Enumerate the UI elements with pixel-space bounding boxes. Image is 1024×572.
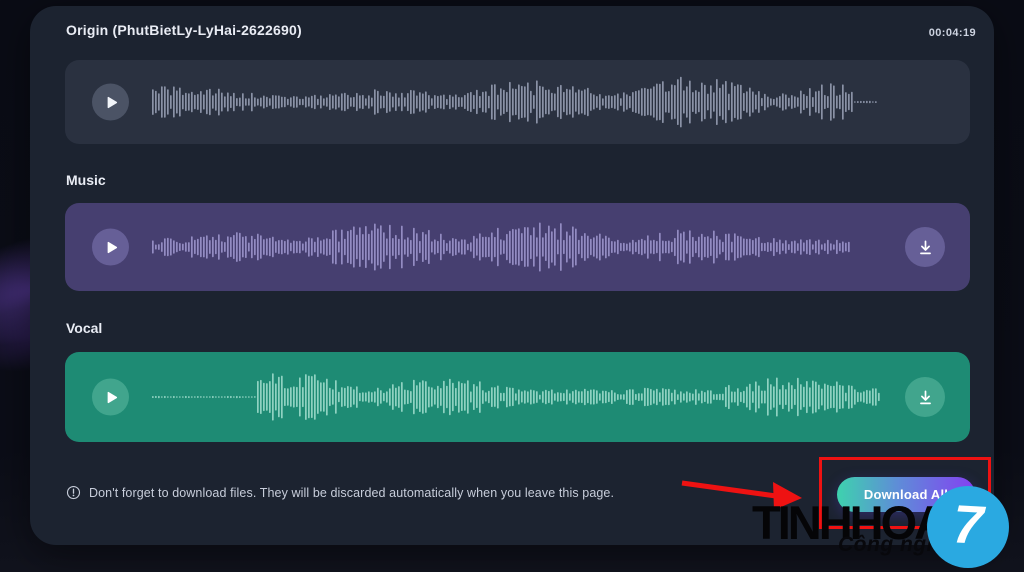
play-music-button[interactable]: [92, 228, 129, 266]
info-icon: [66, 485, 81, 500]
download-icon: [919, 389, 931, 404]
download-all-button[interactable]: Download All: [837, 477, 975, 512]
download-reminder-note: Don't forget to download files. They wil…: [66, 485, 614, 500]
play-icon: [107, 241, 117, 253]
download-vocal-button[interactable]: [905, 377, 945, 417]
play-vocal-button[interactable]: [92, 378, 129, 416]
music-track-row: [65, 203, 970, 291]
download-music-button[interactable]: [905, 227, 945, 267]
music-track-label: Music: [66, 172, 106, 188]
music-waveform[interactable]: [152, 221, 852, 273]
play-origin-button[interactable]: [92, 83, 129, 121]
vocal-waveform[interactable]: [152, 371, 882, 423]
play-icon: [107, 391, 117, 403]
results-card: Origin (PhutBietLy-LyHai-2622690) 00:04:…: [30, 6, 994, 545]
duration-label: 00:04:19: [928, 27, 976, 39]
origin-track-row: [65, 60, 970, 144]
download-reminder-text: Don't forget to download files. They wil…: [89, 485, 615, 500]
vocal-track-row: [65, 352, 970, 442]
origin-track-title: Origin (PhutBietLy-LyHai-2622690): [66, 22, 302, 38]
download-icon: [919, 239, 931, 254]
play-icon: [107, 96, 117, 108]
origin-waveform[interactable]: [152, 76, 878, 128]
vocal-track-label: Vocal: [66, 320, 103, 336]
